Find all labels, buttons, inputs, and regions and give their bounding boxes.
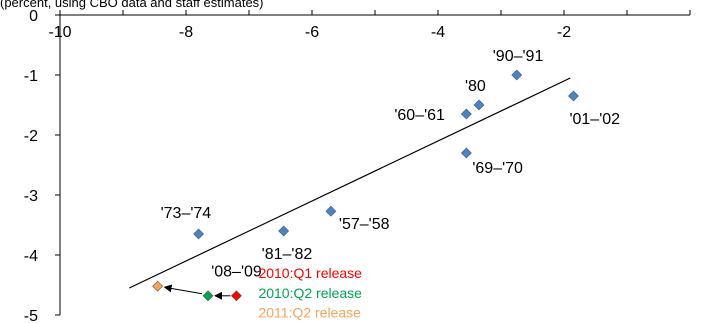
x-tick-label: -2 — [557, 24, 571, 41]
point-label: '01–'02 — [569, 111, 620, 128]
data-point — [278, 225, 290, 237]
data-point — [473, 99, 485, 111]
x-tick-label: -10 — [48, 24, 71, 41]
data-point — [460, 147, 472, 159]
point-label: '80 — [465, 78, 486, 95]
y-tick-label: -1 — [24, 68, 38, 85]
trendline — [129, 77, 571, 289]
point-label: '60–'61 — [394, 107, 445, 124]
point-label: '73–'74 — [161, 205, 212, 222]
point-label: '57–'58 — [339, 216, 390, 233]
revision-arrow — [163, 284, 203, 295]
data-point — [325, 205, 337, 217]
recession-2008-label: '08–'09 — [211, 264, 262, 281]
release-point — [202, 290, 214, 302]
y-tick-label: -5 — [24, 308, 38, 323]
y-tick-label: -2 — [24, 128, 38, 145]
data-point — [460, 108, 472, 120]
x-tick-label: -8 — [179, 24, 193, 41]
point-label: '81–'82 — [262, 246, 313, 263]
release-point — [152, 280, 164, 292]
header-note: (percent, using CBO data and staff estim… — [0, 0, 264, 10]
point-label: '90–'91 — [493, 48, 544, 65]
data-point — [193, 228, 205, 240]
data-points: '73–'74 '81–'82 '57–'58 '60–'61 '69–'70 '80 '9… — [161, 48, 621, 263]
release-label: 2011:Q2 release — [258, 305, 361, 321]
release-label: 2010:Q2 release — [258, 285, 362, 301]
data-point — [511, 69, 523, 81]
axes: -10 -8 -6 -4 -2 0 -1 -2 -3 -4 -5 — [24, 8, 691, 323]
trendline-group — [129, 77, 571, 289]
release-point — [230, 290, 242, 302]
x-tick-label: -4 — [431, 24, 445, 41]
x-tick-label: -6 — [305, 24, 319, 41]
y-tick-label: 0 — [29, 8, 38, 25]
point-label: '69–'70 — [472, 160, 523, 177]
y-tick-label: -4 — [24, 248, 38, 265]
data-point — [568, 90, 579, 102]
y-tick-label: -3 — [24, 188, 38, 205]
release-label: 2010:Q1 release — [258, 265, 362, 281]
